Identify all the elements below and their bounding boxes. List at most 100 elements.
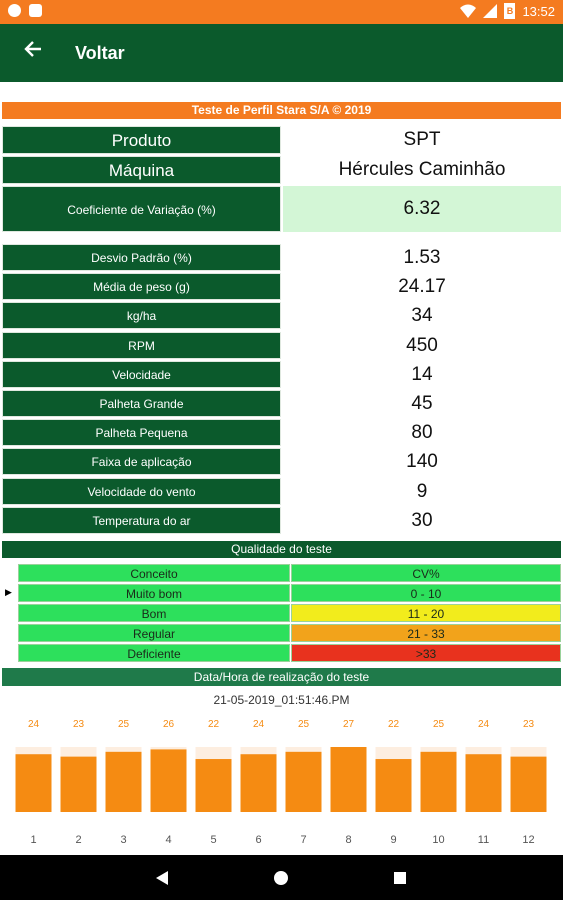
metric-value: 30 [411,510,433,531]
metric-value: 9 [416,481,428,502]
info-row-machine: Máquina Hércules Caminhão [2,156,561,184]
metric-value: 45 [411,393,433,414]
wifi-icon [460,4,477,18]
concept-column-header: Conceito [18,564,290,582]
metric-label: Desvio Padrão (%) [2,244,281,271]
x-tick-label: 8 [345,834,351,846]
metric-label: Velocidade [2,361,281,388]
x-tick-label: 3 [120,834,126,846]
bar-value-label: 24 [28,719,40,730]
quality-cv-range: 11 - 20 [291,604,561,622]
quality-columns-row: Conceito CV% [18,564,561,582]
metric-label: Média de peso (g) [2,273,281,300]
metric-label: kg/ha [2,302,281,329]
x-tick-label: 1 [30,834,36,846]
metric-row: Palheta Grande 45 [2,390,561,417]
x-tick-label: 4 [165,834,171,846]
metric-row: Temperatura do ar 30 [2,507,561,534]
quality-concept: Deficiente [18,644,290,662]
back-button[interactable] [24,40,42,62]
metric-label: Velocidade do vento [2,478,281,505]
bar-value-label: 22 [208,719,220,730]
metric-row: Desvio Padrão (%) 1.53 [2,244,561,271]
metric-value: 14 [411,364,433,385]
quality-concept: Bom [18,604,290,622]
bar [510,756,547,812]
selected-row-pointer-icon: ▶ [5,587,12,597]
x-tick-label: 10 [432,834,444,846]
x-tick-label: 11 [478,834,489,846]
quality-cv-range: 21 - 33 [291,624,561,642]
bar-value-label: 26 [163,719,175,730]
app-bar: Voltar [0,24,563,82]
bar [285,751,322,812]
bar-value-label: 25 [118,719,130,730]
date-value: 21-05-2019_01:51:46.PM [213,693,350,707]
bar [195,759,232,812]
bar [60,756,97,812]
signal-icon [483,4,498,18]
x-tick-label: 6 [255,834,261,846]
metric-label: Temperatura do ar [2,507,281,534]
metric-row: Faixa de aplicação 140 [2,448,561,475]
bar-value-label: 27 [343,719,355,730]
bar-value-label: 24 [478,719,490,730]
x-tick-label: 9 [390,834,396,846]
metric-row: Palheta Pequena 80 [2,419,561,446]
bar [465,754,502,812]
quality-row: Regular 21 - 33 [18,624,561,642]
circle-home-icon [274,870,288,885]
date-header: Data/Hora de realização do teste [2,668,561,686]
product-label: Produto [2,126,281,154]
bar [15,754,52,812]
metric-value: 34 [411,305,433,326]
metric-label: Palheta Pequena [2,419,281,446]
quality-cv-range: >33 [291,644,561,662]
metric-row: kg/ha 34 [2,302,561,329]
quality-row: Deficiente >33 [18,644,561,662]
machine-value: Hércules Caminhão [338,159,506,180]
metric-row: Velocidade do vento 9 [2,478,561,505]
product-value: SPT [403,129,441,150]
x-tick-label: 2 [75,834,81,846]
metric-value: 1.53 [403,247,441,268]
quality-concept: Muito bom [18,584,290,602]
navigation-bar [0,855,563,900]
metric-label: Palheta Grande [2,390,281,417]
battery-icon: B [504,3,516,19]
cv-column-header: CV% [291,564,561,582]
bar [330,747,367,812]
info-row-cv: Coeficiente de Variação (%) 6.32 [2,186,561,232]
bar [240,754,277,812]
bar-value-label: 23 [73,719,85,730]
x-tick-label: 7 [300,834,306,846]
notification-icons [8,4,42,17]
machine-label: Máquina [2,156,281,184]
metric-value: 24.17 [398,276,446,297]
metric-row: Média de peso (g) 24.17 [2,273,561,300]
nav-recents-button[interactable] [370,855,430,900]
bar-value-label: 25 [433,719,445,730]
cv-label: Coeficiente de Variação (%) [2,186,281,232]
notification-circle-icon [8,4,21,17]
nav-back-button[interactable] [132,855,192,900]
clock: 13:52 [522,3,555,19]
nav-home-button[interactable] [251,855,311,900]
arrow-left-icon [24,41,41,57]
quality-header: Qualidade do teste [2,541,561,558]
quality-cv-range: 0 - 10 [291,584,561,602]
app-bar-title[interactable]: Voltar [75,43,125,63]
bar-value-label: 25 [298,719,310,730]
bar [150,749,187,812]
metric-label: Faixa de aplicação [2,448,281,475]
cv-value: 6.32 [283,186,561,232]
bar [105,751,142,812]
bar [375,759,412,812]
x-tick-label: 5 [210,834,216,846]
x-tick-label: 12 [522,834,534,846]
test-banner: Teste de Perfil Stara S/A © 2019 [2,102,561,119]
quality-row: Muito bom 0 - 10 [18,584,561,602]
metric-row: Velocidade 14 [2,361,561,388]
status-bar: B 13:52 [0,0,563,24]
